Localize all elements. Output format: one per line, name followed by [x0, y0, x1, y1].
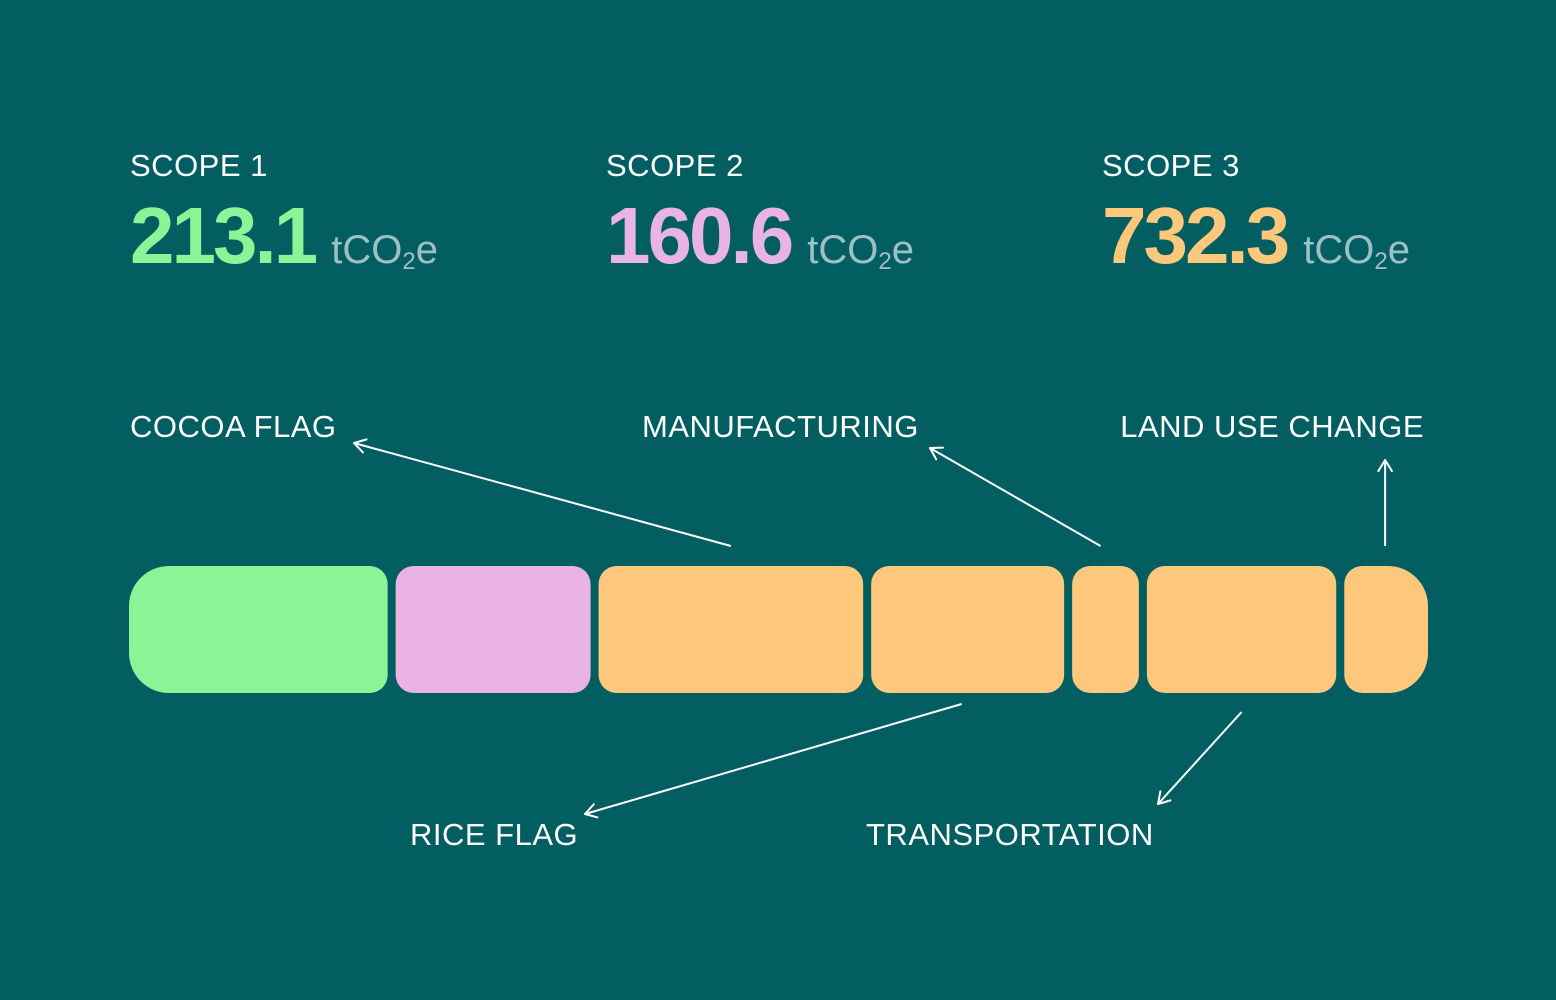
arrow-manufacturing — [929, 446, 1102, 547]
bar-segment-2 — [395, 566, 591, 693]
scope-3-value: 732.3 — [1102, 191, 1290, 280]
scope-3-unit: tCO2e — [1303, 228, 1410, 275]
bar-segment-1 — [129, 566, 388, 693]
annotation-transportation: TRANSPORTATION — [866, 817, 1154, 852]
scope-2-label: SCOPE 2 — [606, 148, 744, 183]
scope-1-summary: SCOPE 1 213.1 tCO2e — [130, 148, 438, 302]
arrow-land-use-change — [1377, 459, 1393, 546]
scope-1-unit: tCO2e — [331, 228, 438, 275]
bar-segment-5 — [1072, 566, 1139, 693]
annotation-rice-flag: RICE FLAG — [410, 817, 579, 852]
arrow-cocoa-flag — [353, 438, 732, 547]
scope-3-summary: SCOPE 3 732.3 tCO2e — [1102, 148, 1410, 302]
arrow-rice-flag — [584, 703, 962, 819]
bar-segment-3 — [598, 566, 864, 693]
annotation-manufacturing: MANUFACTURING — [642, 409, 919, 444]
annotation-land-use-change: LAND USE CHANGE — [1120, 409, 1424, 444]
arrow-transportation — [1157, 711, 1243, 805]
scope-2-value: 160.6 — [606, 191, 794, 280]
bar-segment-7 — [1344, 566, 1428, 693]
scope-1-value: 213.1 — [130, 191, 318, 280]
annotation-cocoa-flag: COCOA FLAG — [130, 409, 337, 444]
scope-3-label: SCOPE 3 — [1102, 148, 1240, 183]
scope-2-unit: tCO2e — [807, 228, 914, 275]
bar-segment-6 — [1146, 566, 1337, 693]
bar-segment-4 — [871, 566, 1065, 693]
scope-1-label: SCOPE 1 — [130, 148, 268, 183]
scope-2-summary: SCOPE 2 160.6 tCO2e — [606, 148, 914, 302]
